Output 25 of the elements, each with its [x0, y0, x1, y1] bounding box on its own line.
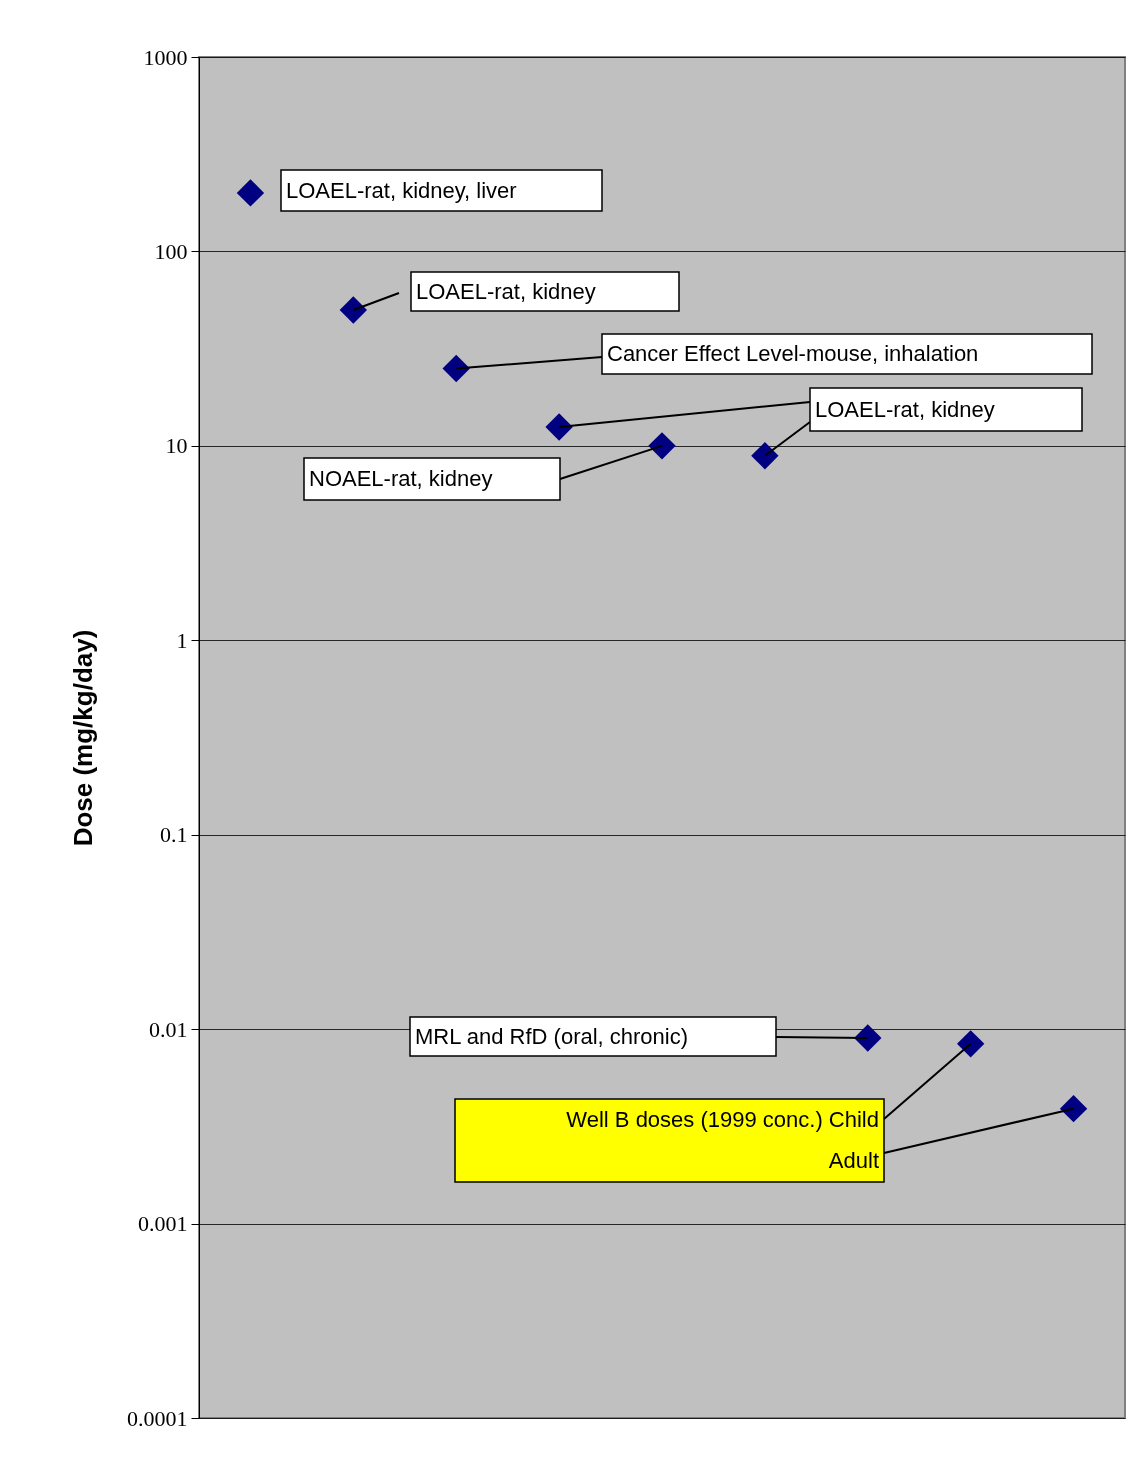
- point: [236, 179, 265, 207]
- y-tick-label: 100: [154, 238, 188, 264]
- point: [339, 296, 368, 324]
- point: [956, 1030, 985, 1058]
- annotation: Well B doses (1999 conc.) Child Adult: [566, 1106, 879, 1174]
- y-tick-label: 1: [176, 627, 188, 653]
- y-tick-label: 0.01: [149, 1016, 188, 1042]
- y-tick-label: 10: [165, 433, 188, 459]
- point: [545, 413, 573, 441]
- annotation: Cancer Effect Level-mouse, inhalation: [607, 341, 979, 366]
- y-tick-label: 1000: [143, 44, 188, 70]
- y-tick-label: 0.0001: [127, 1405, 188, 1431]
- point: [442, 354, 470, 383]
- y-tick-label: 0.001: [138, 1211, 188, 1237]
- point: [648, 432, 676, 460]
- annotation: LOAEL-rat, kidney: [416, 278, 596, 304]
- annotation: LOAEL-rat, kidney, liver: [286, 177, 517, 203]
- annotation: NOAEL-rat, kidney: [309, 466, 493, 491]
- y-axis-title: Dose (mg/kg/day): [68, 629, 98, 847]
- point: [751, 442, 779, 470]
- y-tick-label: 0.1: [160, 822, 188, 848]
- point: [854, 1024, 882, 1052]
- annotation: LOAEL-rat, kidney: [815, 396, 995, 422]
- point: [1059, 1094, 1088, 1123]
- annotation: MRL and RfD (oral, chronic): [415, 1023, 689, 1049]
